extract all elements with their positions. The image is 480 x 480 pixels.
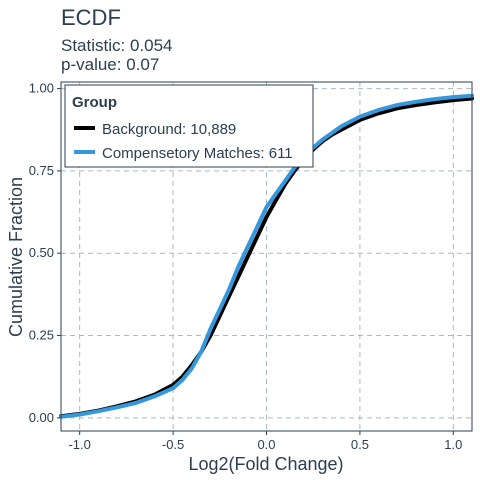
- x-tick-label-2: 0.0: [257, 437, 275, 452]
- legend-label-background: Background: 10,889: [102, 121, 236, 138]
- chart-title: ECDF: [61, 5, 121, 30]
- y-tick-label-3: 0.75: [29, 163, 54, 178]
- legend-box: [64, 84, 314, 168]
- x-tick-label-3: 0.5: [351, 437, 369, 452]
- series-line-1: [59, 93, 474, 419]
- y-tick-label-1: 0.25: [29, 328, 54, 343]
- legend: Group Background: 10,889 Compensetory Ma…: [64, 84, 314, 168]
- legend-label-compensetory: Compensetory Matches: 611: [102, 145, 293, 162]
- x-axis-label: Log2(Fold Change): [188, 454, 343, 474]
- series-lines: [59, 93, 474, 419]
- y-tick-label-2: 0.50: [29, 245, 54, 260]
- x-tick-label-0: -1.0: [68, 437, 90, 452]
- x-tick-label-1: -0.5: [162, 437, 184, 452]
- legend-title: Group: [72, 94, 117, 111]
- statistic-text: Statistic: 0.054: [61, 36, 173, 55]
- axes: -1.0 -0.5 0.0 0.5 1.0 0.00 0.25 0.50 0.75 1.00: [29, 81, 463, 452]
- y-axis-label: Cumulative Fraction: [6, 177, 26, 337]
- y-tick-label-0: 0.00: [29, 410, 54, 425]
- p-value-text: p-value: 0.07: [61, 55, 160, 74]
- y-tick-label-4: 1.00: [29, 81, 54, 96]
- x-tick-label-4: 1.0: [444, 437, 462, 452]
